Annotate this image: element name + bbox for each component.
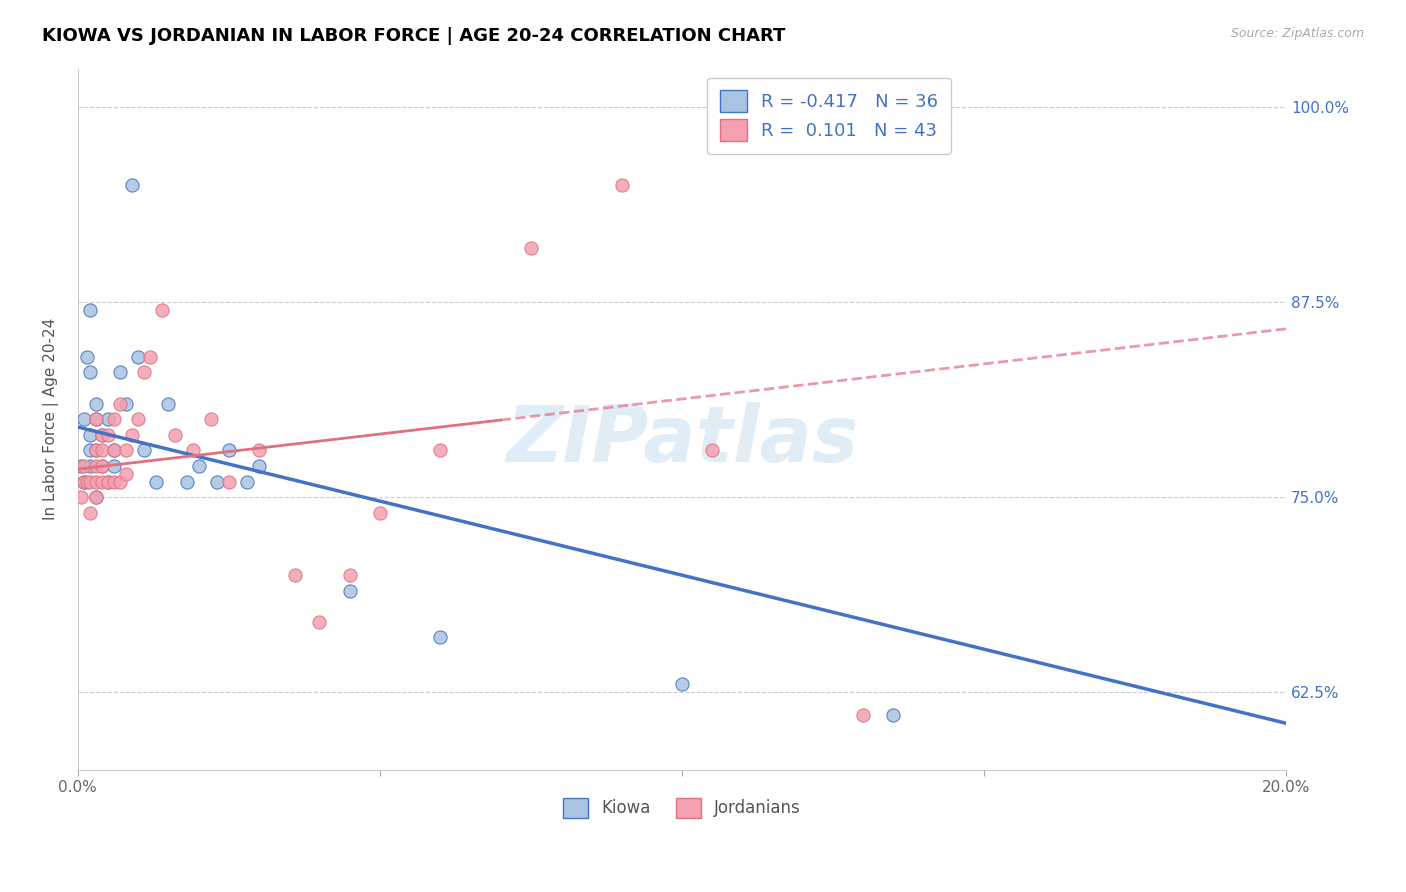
Point <box>115 397 138 411</box>
Point <box>176 475 198 489</box>
Point <box>339 583 361 598</box>
Point <box>84 490 107 504</box>
Point <box>205 475 228 489</box>
Point <box>339 568 361 582</box>
Legend: Kiowa, Jordanians: Kiowa, Jordanians <box>557 791 807 825</box>
Point <box>84 412 107 426</box>
Point <box>79 303 101 318</box>
Point <box>91 427 114 442</box>
Point <box>134 366 156 380</box>
Point <box>79 506 101 520</box>
Point <box>115 443 138 458</box>
Point <box>103 475 125 489</box>
Point <box>218 475 240 489</box>
Y-axis label: In Labor Force | Age 20-24: In Labor Force | Age 20-24 <box>44 318 59 520</box>
Point <box>103 458 125 473</box>
Point <box>368 506 391 520</box>
Point <box>163 427 186 442</box>
Point <box>73 475 96 489</box>
Point <box>108 475 131 489</box>
Point <box>121 427 143 442</box>
Point <box>97 412 120 426</box>
Point <box>247 458 270 473</box>
Point <box>91 443 114 458</box>
Point <box>139 350 162 364</box>
Point <box>84 443 107 458</box>
Point <box>882 708 904 723</box>
Text: ZIPatlas: ZIPatlas <box>506 402 858 478</box>
Point <box>145 475 167 489</box>
Point <box>127 412 149 426</box>
Point <box>152 303 174 318</box>
Point <box>91 427 114 442</box>
Point <box>76 475 98 489</box>
Point <box>79 475 101 489</box>
Point <box>115 467 138 481</box>
Point <box>200 412 222 426</box>
Point <box>84 443 107 458</box>
Point <box>73 475 96 489</box>
Point <box>429 443 451 458</box>
Point <box>181 443 204 458</box>
Point <box>84 490 107 504</box>
Point <box>79 443 101 458</box>
Point <box>84 458 107 473</box>
Point <box>308 615 330 629</box>
Point <box>610 178 633 193</box>
Point <box>429 631 451 645</box>
Point <box>79 366 101 380</box>
Point <box>79 458 101 473</box>
Point <box>103 412 125 426</box>
Point <box>134 443 156 458</box>
Point <box>91 458 114 473</box>
Point <box>700 443 723 458</box>
Point <box>70 458 93 473</box>
Point <box>218 443 240 458</box>
Point <box>108 366 131 380</box>
Point <box>157 397 180 411</box>
Point <box>97 475 120 489</box>
Point <box>76 350 98 364</box>
Point <box>284 568 307 582</box>
Point <box>108 397 131 411</box>
Point <box>70 490 93 504</box>
Point <box>236 475 259 489</box>
Point <box>127 350 149 364</box>
Point <box>97 475 120 489</box>
Point <box>73 412 96 426</box>
Point <box>671 677 693 691</box>
Point <box>187 458 209 473</box>
Point <box>84 475 107 489</box>
Point <box>84 397 107 411</box>
Text: Source: ZipAtlas.com: Source: ZipAtlas.com <box>1230 27 1364 40</box>
Text: KIOWA VS JORDANIAN IN LABOR FORCE | AGE 20-24 CORRELATION CHART: KIOWA VS JORDANIAN IN LABOR FORCE | AGE … <box>42 27 786 45</box>
Point <box>84 412 107 426</box>
Point <box>103 443 125 458</box>
Point <box>121 178 143 193</box>
Point <box>247 443 270 458</box>
Point <box>91 458 114 473</box>
Point <box>103 443 125 458</box>
Point <box>91 475 114 489</box>
Point <box>73 458 96 473</box>
Point <box>97 427 120 442</box>
Point <box>852 708 875 723</box>
Point <box>520 241 543 255</box>
Point <box>79 427 101 442</box>
